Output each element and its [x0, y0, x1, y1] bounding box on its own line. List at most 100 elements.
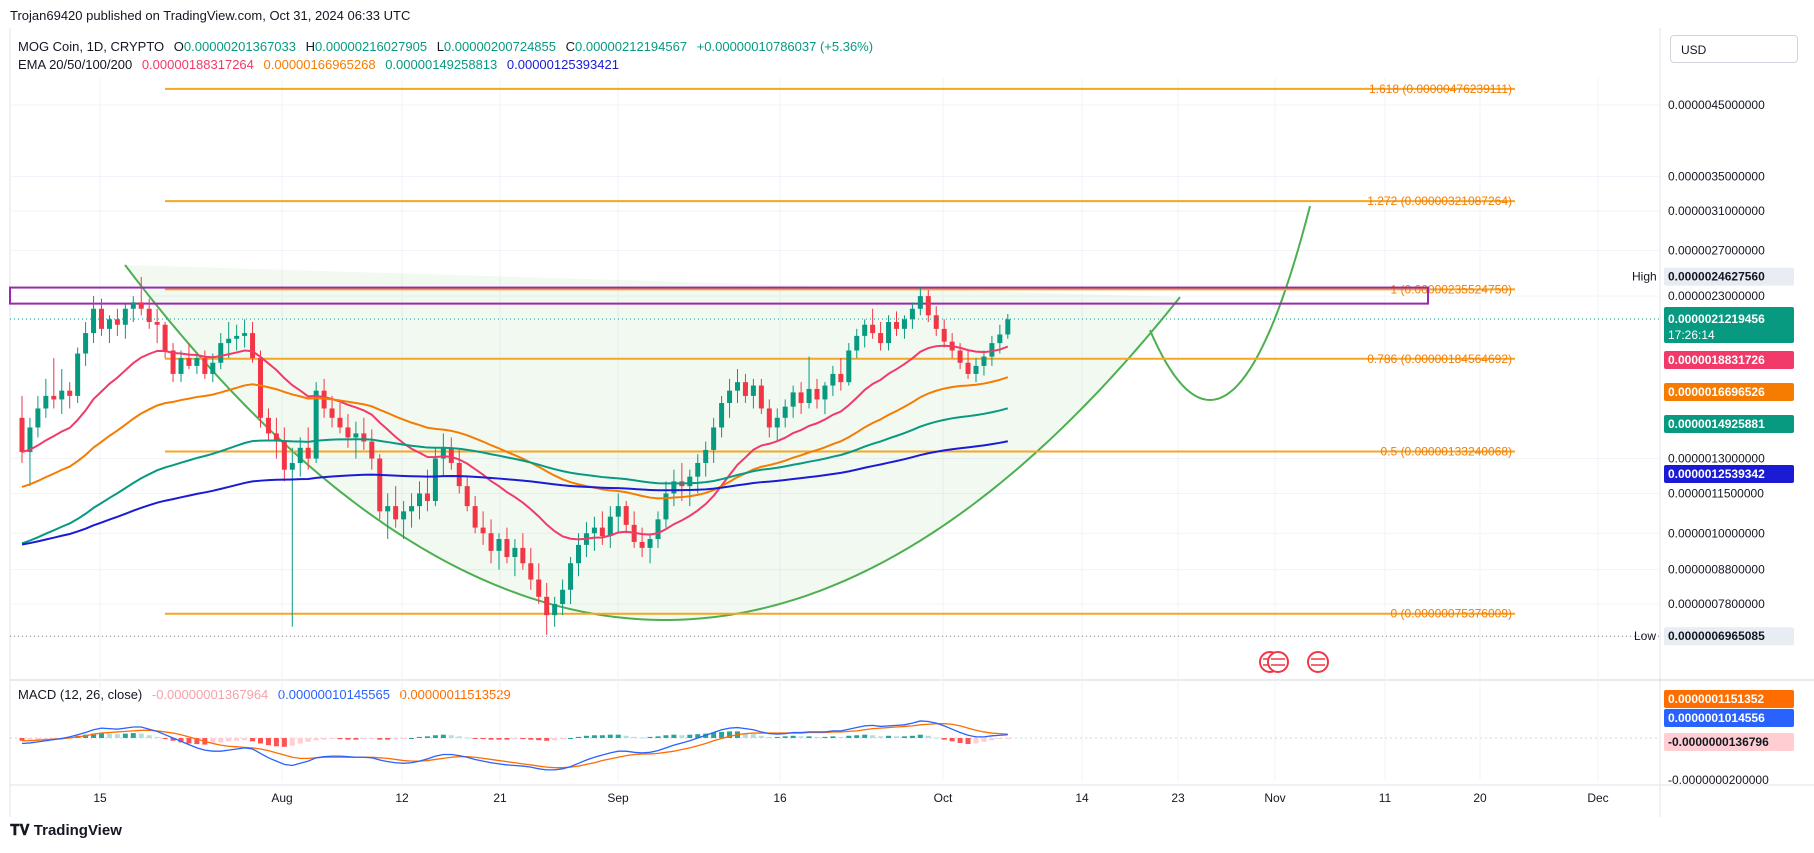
- macd-line: [21, 720, 1008, 771]
- macd-histogram-bar: [242, 738, 248, 741]
- ema-badge: 0.0000012539342: [1668, 467, 1765, 481]
- candle-body: [870, 324, 876, 334]
- macd-histogram-bar: [886, 735, 892, 738]
- candle-body: [440, 447, 446, 459]
- macd-histogram-bar: [607, 734, 613, 738]
- macd-histogram-bar: [417, 736, 422, 738]
- macd-histogram-bar: [679, 735, 685, 738]
- price-change: +0.00000010786037 (+5.36%): [696, 39, 874, 54]
- candle-body: [448, 447, 454, 463]
- candle-body: [194, 358, 200, 366]
- macd-histogram-bar: [337, 738, 343, 740]
- time-tick-label: Sep: [607, 791, 629, 805]
- candle-body: [846, 350, 852, 383]
- candle-body: [528, 563, 534, 580]
- low-value-badge: 0.0000006965085: [1668, 629, 1765, 643]
- candle-body: [512, 547, 518, 557]
- candle-body: [655, 519, 661, 540]
- candle-body: [917, 296, 923, 309]
- currency-button[interactable]: USD: [1670, 35, 1798, 63]
- macd-histogram-bar: [432, 735, 438, 738]
- low-value-badge-bg: [1664, 627, 1794, 646]
- candle-body: [671, 481, 677, 494]
- macd-histogram-bar: [639, 737, 645, 739]
- candle-body: [583, 533, 589, 545]
- candle-body: [901, 319, 907, 329]
- ohlc-open: O0.00000201367033: [173, 39, 296, 54]
- macd-histogram-bar: [480, 738, 486, 740]
- ema-badge: 0.0000016696526: [1668, 385, 1765, 399]
- candle-body: [695, 462, 701, 477]
- candle-body: [51, 395, 57, 400]
- candle-body: [639, 541, 645, 548]
- candle-body: [472, 506, 478, 528]
- macd-histogram-bar: [99, 733, 104, 738]
- macd-label[interactable]: MACD (12, 26, close): [18, 687, 143, 702]
- handle-curve: [1149, 205, 1311, 402]
- low-label: Low: [1634, 629, 1656, 643]
- macd-histogram-bar: [965, 738, 971, 745]
- brand-name: TradingView: [33, 822, 122, 839]
- macd-histogram-bar: [742, 733, 748, 738]
- macd-histogram-bar: [838, 736, 844, 738]
- candle-body: [377, 458, 383, 512]
- macd-histogram-bar: [973, 738, 979, 744]
- macd-line-badge: 0.0000001014556: [1668, 711, 1765, 725]
- us-flag-event-icon: [1267, 651, 1289, 673]
- ohlc-low: L0.00000200724855: [436, 39, 556, 54]
- macd-histogram-bar: [83, 734, 89, 738]
- macd-histogram-bar: [687, 734, 693, 738]
- candle-body: [830, 373, 836, 386]
- ema-label[interactable]: EMA 20/50/100/200: [18, 57, 133, 72]
- macd-histogram-bar: [146, 735, 152, 738]
- candle-body: [464, 486, 470, 507]
- macd-histogram-bar: [114, 734, 120, 738]
- macd-histogram-bar: [735, 731, 740, 738]
- macd-histogram-bar: [989, 738, 995, 741]
- macd-histogram-bar: [289, 738, 295, 746]
- price-tick-label: 0.0000007800000: [1668, 597, 1765, 611]
- time-tick-label: 20: [1473, 791, 1487, 805]
- macd-histogram-bar: [798, 736, 804, 738]
- macd-histogram-bar: [456, 736, 462, 738]
- macd-histogram-bar: [703, 733, 709, 738]
- candle-body: [957, 350, 963, 363]
- fib-level-label: 1.618 (0.00000476239111): [1369, 82, 1512, 96]
- ema20-line: [21, 344, 1009, 541]
- macd-histogram-bar: [774, 736, 780, 738]
- macd-histogram-bar: [250, 738, 256, 742]
- candle-body: [488, 533, 494, 551]
- candle-body: [544, 596, 550, 616]
- candle-body: [790, 392, 796, 407]
- macd-histogram-bar: [862, 734, 868, 738]
- candle-body: [933, 315, 939, 329]
- macd-histogram-bar: [353, 738, 359, 740]
- candle-body: [687, 476, 693, 487]
- symbol-name[interactable]: MOG Coin, 1D, CRYPTO: [18, 39, 165, 54]
- candle-body: [965, 362, 971, 374]
- price-tick-label: 0.0000008800000: [1668, 563, 1765, 577]
- candle-body: [138, 302, 144, 309]
- macd-histogram-bar: [75, 735, 81, 738]
- macd-histogram-bar: [305, 738, 311, 742]
- macd-histogram-bar: [488, 738, 494, 740]
- macd-histogram-bar: [258, 738, 263, 744]
- macd-histogram-bar: [591, 735, 597, 738]
- macd-histogram-bar: [758, 735, 764, 738]
- macd-legend: MACD (12, 26, close) -0.00000001367964 0…: [18, 687, 517, 702]
- candle-body: [862, 324, 868, 336]
- ema100-value: 0.00000149258813: [385, 57, 498, 72]
- candle-body: [766, 408, 772, 428]
- macd-histogram-bar: [917, 734, 923, 738]
- candle-body: [647, 539, 653, 548]
- macd-histogram-bar: [202, 738, 208, 745]
- candle-body: [814, 388, 820, 400]
- candle-body: [997, 334, 1003, 344]
- publish-info: Trojan69420 published on TradingView.com…: [10, 8, 411, 23]
- tradingview-logo[interactable]: 𝐓𝐕 TradingView: [10, 822, 122, 839]
- macd-hist-badge-bg: [1664, 733, 1794, 751]
- macd-histogram-bar: [560, 738, 566, 740]
- candle-body: [750, 385, 756, 396]
- macd-histogram-bar: [27, 738, 33, 741]
